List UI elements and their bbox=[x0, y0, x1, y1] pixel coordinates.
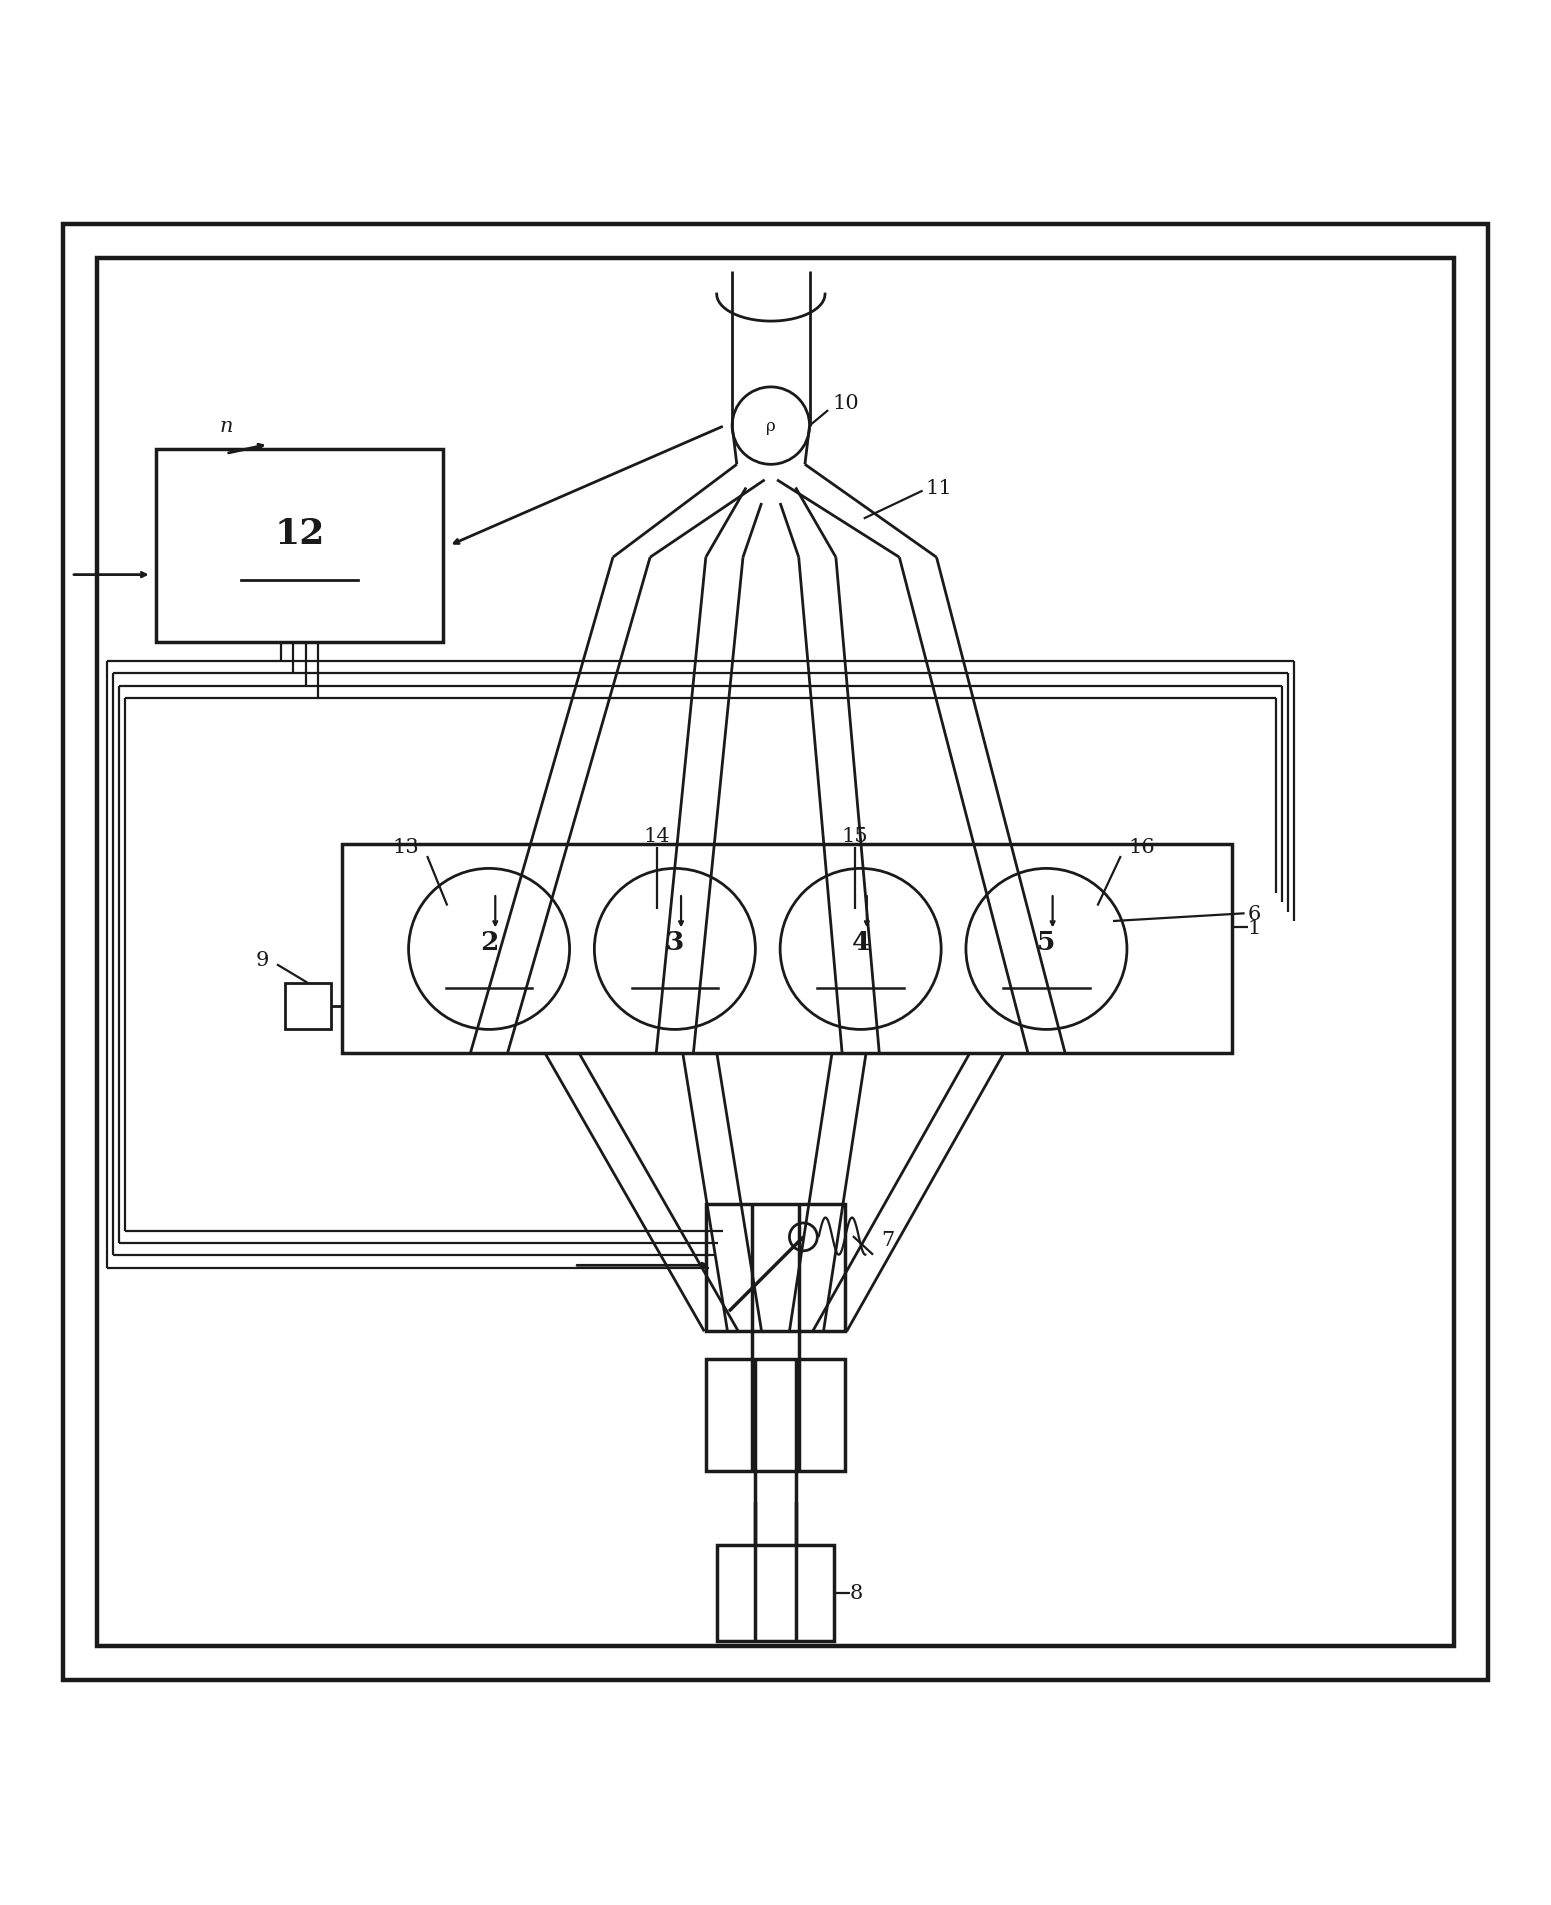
Bar bbox=[717, 1545, 834, 1640]
Text: n: n bbox=[219, 417, 233, 436]
Text: 1: 1 bbox=[1247, 918, 1261, 937]
Text: 9: 9 bbox=[256, 951, 270, 970]
Text: 13: 13 bbox=[392, 838, 419, 857]
Text: 10: 10 bbox=[833, 394, 859, 413]
Bar bbox=[706, 1204, 845, 1332]
Text: 3: 3 bbox=[665, 930, 684, 954]
Text: 4: 4 bbox=[851, 930, 870, 954]
Text: 11: 11 bbox=[926, 478, 952, 497]
Bar bbox=[807, 937, 927, 1053]
Text: 2: 2 bbox=[479, 930, 498, 954]
Bar bbox=[343, 844, 1231, 1053]
Text: 16: 16 bbox=[1129, 838, 1155, 857]
Bar bbox=[285, 983, 332, 1031]
Text: ρ: ρ bbox=[766, 417, 776, 434]
Text: 14: 14 bbox=[644, 827, 670, 846]
Text: 7: 7 bbox=[881, 1231, 893, 1250]
Text: 15: 15 bbox=[842, 827, 869, 846]
Text: 6: 6 bbox=[1247, 905, 1261, 924]
Bar bbox=[434, 937, 555, 1053]
Bar bbox=[993, 937, 1114, 1053]
Bar bbox=[706, 1360, 845, 1471]
Bar bbox=[620, 937, 741, 1053]
Text: 8: 8 bbox=[850, 1583, 862, 1602]
Text: 5: 5 bbox=[1038, 930, 1056, 954]
Bar bbox=[157, 450, 442, 644]
Text: 12: 12 bbox=[275, 516, 324, 551]
Bar bbox=[98, 259, 1453, 1646]
